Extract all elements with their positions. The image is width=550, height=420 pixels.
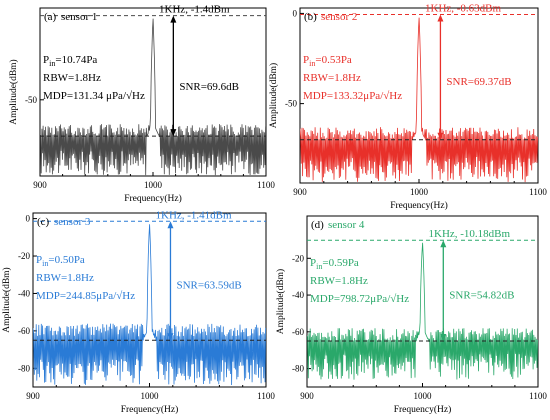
panel-label: (c) <box>37 216 50 228</box>
parameter-text: MDP=131.34 μPa/√Hz <box>43 90 145 102</box>
parameter-text: MDP=244.85μPa/√Hz <box>36 290 135 302</box>
panel-c: 900 1000 1100 0 -20 -40 -60 -80 Frequency(Hz) Amp… <box>1 209 275 415</box>
sensor-name: sensor 4 <box>328 219 365 231</box>
parameter-text: Pin=10.74Pa <box>43 54 97 68</box>
y-tick-label: -50 <box>25 95 37 105</box>
peak-annotation: 1KHz, -1.41dBm <box>156 209 233 221</box>
snr-arrow-head-top <box>170 15 177 23</box>
snr-arrow-head-bottom <box>170 129 177 137</box>
panel-b: 900 1000 1100 0 -50 Frequency(Hz) Amplitude(dB… <box>268 3 547 211</box>
y-tick-label: -40 <box>292 290 304 300</box>
peak-annotation: 1KHz, -1.4dBm <box>159 4 230 16</box>
snr-arrow-head-bottom <box>167 333 174 341</box>
panel-label: (b) <box>304 11 317 23</box>
y-tick-label: -80 <box>18 363 30 373</box>
x-axis-label: Frequency(Hz) <box>394 404 452 415</box>
y-tick-label: -50 <box>285 99 297 109</box>
peak-annotation: 1KHz, -10.18dBm <box>429 228 511 240</box>
parameter-text: Pin=0.53Pa <box>303 54 352 68</box>
x-tick-label: 900 <box>33 180 47 190</box>
parameter-text: Pin=0.50Pa <box>36 254 85 268</box>
y-axis-label: Amplitude(dBm) <box>275 269 286 334</box>
x-axis-label: Frequency(Hz) <box>124 193 182 204</box>
y-tick-label: -20 <box>18 251 30 261</box>
x-tick-label: 1000 <box>410 187 429 197</box>
x-tick-label: 900 <box>300 391 314 401</box>
sensor-name: sensor 1 <box>61 11 97 23</box>
y-tick-label: -60 <box>18 326 30 336</box>
snr-arrow-head-top <box>437 14 444 22</box>
snr-label: SNR=69.37dB <box>446 76 511 88</box>
parameter-text: RBW=1.8Hz <box>303 72 361 84</box>
y-tick-label: -20 <box>292 253 304 263</box>
snr-arrow-head-top <box>440 240 447 248</box>
x-tick-label: 1100 <box>529 391 547 401</box>
spectrum-trace <box>33 224 266 386</box>
x-tick-label: 1100 <box>257 391 275 401</box>
panel-label: (d) <box>311 219 324 231</box>
parameter-text: RBW=1.8Hz <box>36 272 94 284</box>
x-tick-label: 900 <box>26 391 40 401</box>
y-tick-label: 0 <box>293 8 298 18</box>
snr-label: SNR=63.59dB <box>176 280 241 292</box>
snr-label: SNR=54.82dB <box>449 290 514 302</box>
sensor-name: sensor 2 <box>321 11 357 23</box>
x-axis-label: Frequency(Hz) <box>121 404 179 415</box>
sensor-name: sensor 3 <box>54 216 91 228</box>
y-axis-label: Amplitude(dBm) <box>1 267 12 332</box>
parameter-text: MDP=133.32μPa/√Hz <box>303 90 402 102</box>
y-tick-label: -80 <box>292 364 304 374</box>
snr-arrow-head-bottom <box>437 132 444 140</box>
x-tick-label: 1100 <box>529 187 547 197</box>
panel-a: 900 1000 1100 -50 Frequency(Hz) Amplitude(dBm… <box>8 4 275 204</box>
snr-arrow-head-top <box>167 221 174 229</box>
snr-label: SNR=69.6dB <box>179 81 239 93</box>
panel-label: (a) <box>44 11 57 23</box>
y-tick-label: -40 <box>18 288 30 298</box>
x-tick-label: 1000 <box>144 180 163 190</box>
peak-annotation: 1KHz, -0.63dBm <box>425 3 502 15</box>
x-axis-label: Frequency(Hz) <box>390 200 448 211</box>
y-tick-label: -60 <box>292 327 304 337</box>
y-axis-label: Amplitude(dBm) <box>8 59 19 124</box>
parameter-text: MDP=798.72μPa/√Hz <box>310 293 409 305</box>
y-axis-label: Amplitude(dBm) <box>268 63 279 128</box>
panel-d: 900 1000 1100 -20 -40 -60 -80 Frequency(Hz) Ampl… <box>275 215 547 415</box>
spectrum-trace <box>40 18 266 176</box>
parameter-text: RBW=1.8Hz <box>43 72 101 84</box>
spectrum-trace <box>300 17 538 183</box>
parameter-text: Pin=0.59Pa <box>310 257 359 271</box>
snr-arrow-head-bottom <box>440 334 447 342</box>
spectrum-trace <box>307 242 538 380</box>
x-tick-label: 1000 <box>141 391 160 401</box>
x-tick-label: 1000 <box>414 391 433 401</box>
x-tick-label: 900 <box>293 187 307 197</box>
parameter-text: RBW=1.8Hz <box>310 275 368 287</box>
x-tick-label: 1100 <box>257 180 275 190</box>
y-tick-label: 0 <box>26 214 31 224</box>
